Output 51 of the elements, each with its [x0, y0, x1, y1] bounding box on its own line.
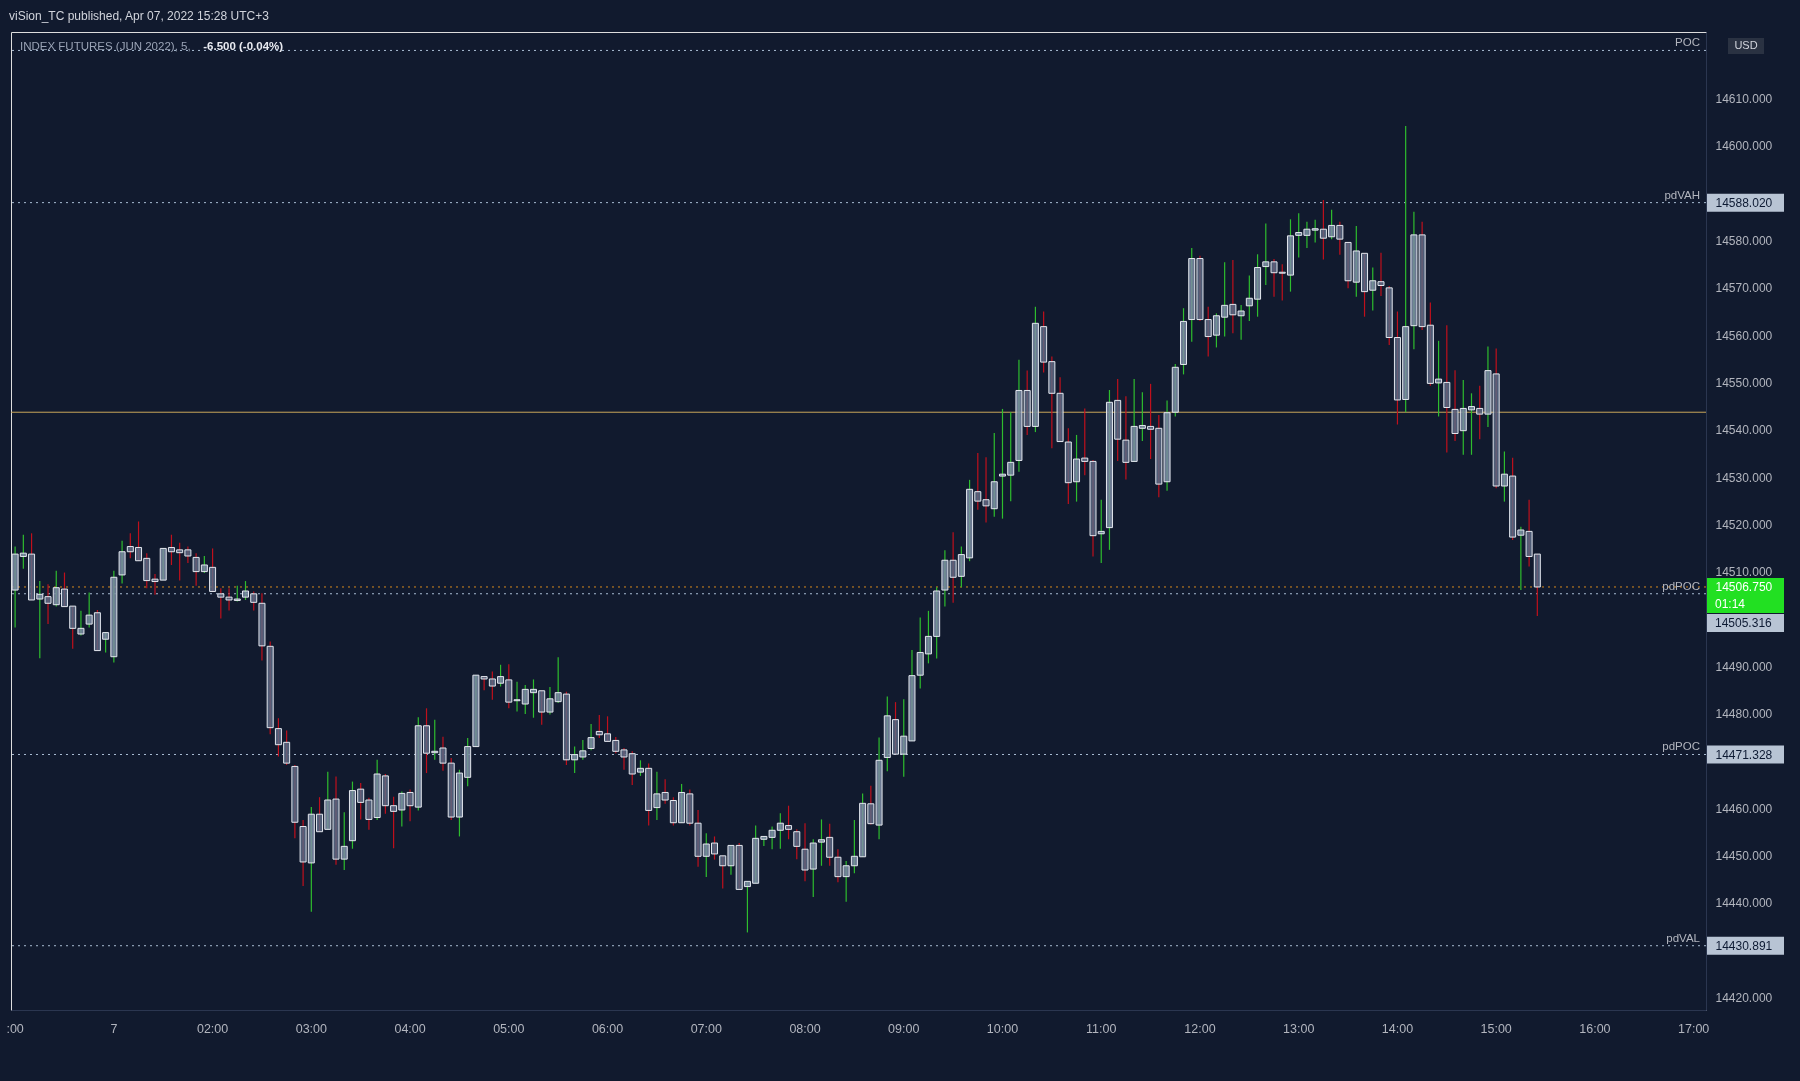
y-tick-label: 14480.000 — [1715, 706, 1773, 721]
y-tick-label: 14510.000 — [1715, 565, 1773, 580]
x-tick-label: 07:00 — [690, 1021, 722, 1036]
x-tick-label: 10:00 — [986, 1021, 1019, 1036]
x-tick-label: 02:00 — [196, 1021, 229, 1036]
x-tick-label: 14:00 — [1381, 1021, 1414, 1036]
ref-line-label: pdVAH — [1664, 188, 1700, 201]
x-tick-label: 17:00 — [1678, 1021, 1710, 1036]
y-tick-label: 14440.000 — [1715, 896, 1773, 911]
x-tick-label: 09:00 — [888, 1021, 920, 1036]
x-tick-label: 11:00 — [1086, 1021, 1117, 1036]
y-tick-label: 14520.000 — [1715, 517, 1773, 532]
x-tick-label: 03:00 — [295, 1021, 328, 1036]
x-tick-label: 12:00 — [1184, 1021, 1216, 1036]
candlestick — [793, 828, 801, 860]
x-tick-label: 04:00 — [394, 1021, 426, 1036]
text: INDEX FUTURES (JUN 2022), 5, — [20, 40, 191, 52]
y-tick-label: 14506.750 — [1715, 580, 1773, 595]
candlestick — [587, 723, 595, 751]
y-tick-label: 14471.328 — [1715, 747, 1773, 762]
x-tick-label: 16:00 — [1579, 1021, 1611, 1036]
y-tick-label: 14570.000 — [1715, 281, 1773, 296]
text: viSion_TC published, Apr 07, 2022 15:28 UTC+3 — [9, 9, 270, 23]
y-tick-label: 14460.000 — [1715, 801, 1773, 816]
text: 14505.316 — [1715, 615, 1773, 630]
ref-line-label: pdVAL — [1666, 931, 1701, 944]
x-tick-label: 15:00 — [1480, 1021, 1512, 1036]
x-tick-label: 06:00 — [591, 1021, 624, 1036]
y-axis-title: USD — [1734, 39, 1758, 51]
x-tick-label: :00 — [6, 1021, 24, 1036]
ref-line-label: pdPOC — [1662, 740, 1700, 753]
y-tick-label: 14540.000 — [1715, 423, 1773, 438]
y-tick-label: 14450.000 — [1715, 848, 1773, 863]
x-tick-label: 13:00 — [1283, 1021, 1315, 1036]
y-tick-label: 14560.000 — [1715, 328, 1773, 343]
text: 01:14 — [1715, 596, 1746, 611]
text: -6.500 (-0.04%) — [203, 40, 284, 52]
y-tick-label: 14600.000 — [1715, 139, 1773, 154]
y-tick-label: 14530.000 — [1715, 470, 1773, 485]
y-tick-label: 14550.000 — [1715, 375, 1773, 390]
x-tick-label: 08:00 — [789, 1021, 821, 1036]
y-tick-label: 14490.000 — [1715, 659, 1773, 674]
y-tick-label: 14588.020 — [1715, 196, 1773, 211]
ref-line-label: pdPOC — [1662, 579, 1700, 592]
x-tick-label: 7 — [110, 1021, 118, 1036]
y-tick-label: 14420.000 — [1715, 990, 1773, 1005]
y-tick-label: 14430.891 — [1715, 939, 1773, 954]
ref-line-label: POC — [1675, 36, 1700, 49]
y-tick-label: 14580.000 — [1715, 234, 1773, 249]
x-tick-label: 05:00 — [493, 1021, 525, 1036]
y-tick-label: 14610.000 — [1715, 92, 1773, 107]
